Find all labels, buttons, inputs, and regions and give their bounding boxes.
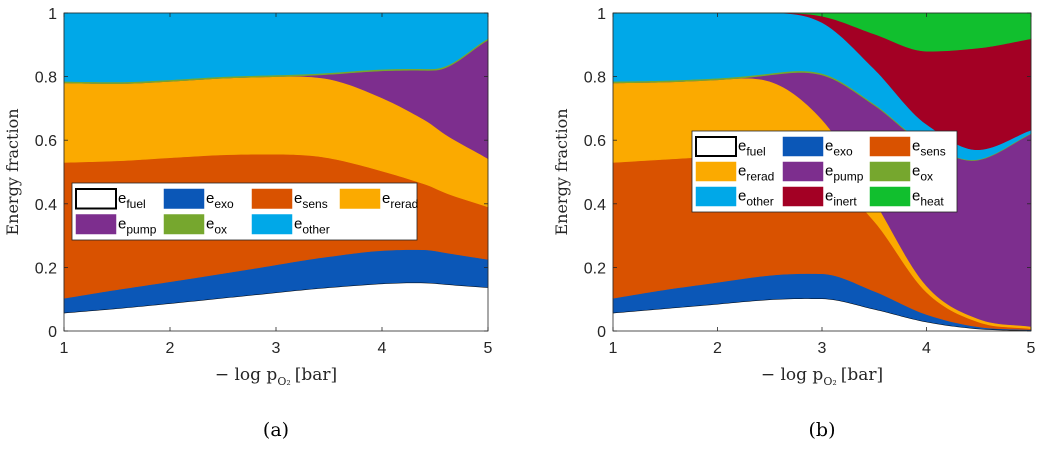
y-tick-label: 0.6 [584,133,606,150]
legend-swatch-fuel [75,188,117,210]
legend-swatch-exo [163,188,205,209]
y-tick-label: 0.6 [35,133,57,150]
panel-label: (b) [809,419,836,441]
legend-label-fuel: efuel [738,138,766,159]
legend-label-sens: esens [912,138,946,159]
legend-label-pump: epump [825,163,864,184]
chart-panel-b: 1 2 3 4 5 0 0.2 0.4 0.6 0.8 1 Energy fraction − log … [552,6,1036,441]
legend-label-pump: epump [118,215,157,236]
legend-label-rerad: ererad [382,190,418,211]
legend-label-rerad: ererad [738,163,774,184]
legend-swatch-inert [782,186,824,207]
y-tick-label: 0.2 [584,260,606,277]
x-axis-label: − log pO₂ [bar] [215,365,337,388]
legend-swatch-rerad [339,188,381,209]
legend-swatch-sens [251,188,293,209]
y-tick-label: 1 [597,6,606,23]
y-tick-label: 0.4 [35,197,57,214]
y-axis-label: Energy fraction [552,108,571,235]
area-fuel [64,282,488,331]
x-tick-label: 4 [378,340,387,357]
x-tick-label: 1 [609,340,618,357]
x-tick-label: 3 [818,340,827,357]
x-axis-label: − log pO₂ [bar] [761,365,883,388]
legend-label-ox: eox [206,215,227,236]
legend-label-inert: einert [825,188,857,209]
legend-label-heat: eheat [912,188,944,209]
y-tick-label: 0.8 [35,70,57,87]
panel-label: (a) [263,419,289,441]
y-tick-label: 1 [48,6,57,23]
legend-label-fuel: efuel [118,190,146,211]
legend-swatch-rerad [695,161,737,182]
legend: efuel eexo esens ererad epump eox eother [71,182,418,241]
legend-label-sens: esens [294,190,328,211]
legend-swatch-other [695,186,737,207]
y-tick-label: 0.2 [35,260,57,277]
legend-swatch-other [251,214,293,235]
legend: efuel eexo esens ererad epump eox eother einert… [691,130,958,213]
x-tick-label: 3 [272,340,281,357]
chart-panel-a: 1 2 3 4 5 0 0.2 0.4 0.6 0.8 1 Energy fraction − log … [3,6,493,441]
legend-label-other: eother [738,188,774,209]
x-tick-label: 4 [922,340,931,357]
y-tick-label: 0 [597,324,606,341]
legend-swatch-fuel [695,136,737,157]
x-tick-label: 5 [484,340,493,357]
legend-swatch-ox [869,161,911,182]
legend-label-exo: eexo [206,190,234,211]
x-tick-label: 2 [713,340,722,357]
legend-label-other: eother [294,215,330,236]
legend-swatch-pump [782,161,824,182]
y-tick-label: 0.8 [584,70,606,87]
area-fuel [613,298,1031,331]
x-tick-label: 1 [60,340,69,357]
legend-label-ox: eox [912,163,933,184]
x-tick-label: 5 [1027,340,1036,357]
y-tick-label: 0.4 [584,197,606,214]
legend-label-exo: eexo [825,138,853,159]
y-axis-label: Energy fraction [3,108,22,235]
legend-swatch-exo [782,136,824,157]
y-tick-label: 0 [48,324,57,341]
legend-swatch-heat [869,186,911,207]
legend-swatch-pump [75,214,117,235]
legend-swatch-sens [869,136,911,157]
legend-swatch-ox [163,214,205,235]
x-tick-label: 2 [166,340,175,357]
